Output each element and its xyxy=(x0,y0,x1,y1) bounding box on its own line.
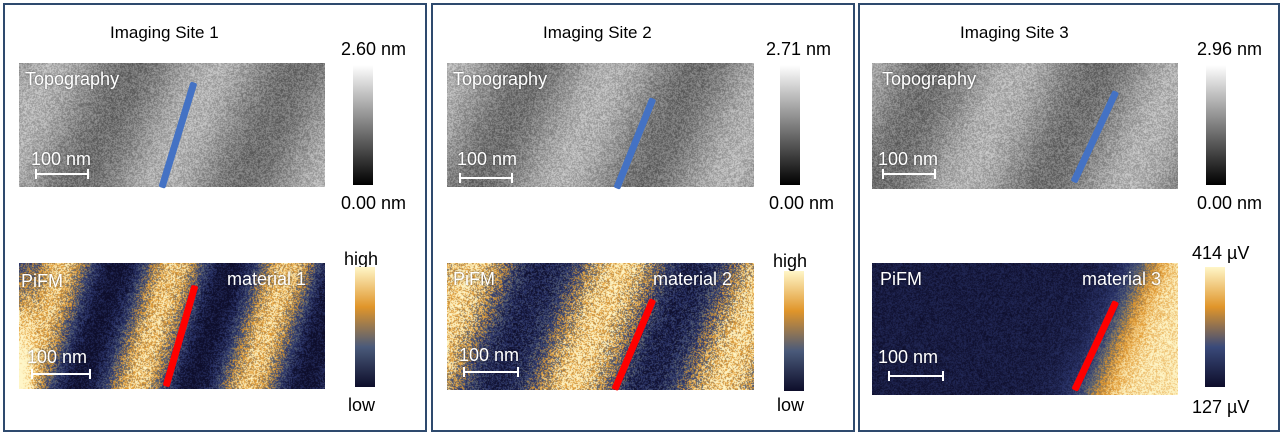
pifm-colorbar xyxy=(784,271,804,391)
topography-map xyxy=(872,63,1178,189)
pifm-colorbar-min: low xyxy=(777,395,805,415)
panel-title: Imaging Site 1 xyxy=(110,23,219,42)
topography-colorbar-max: 2.71 nm xyxy=(766,39,832,59)
topography-colorbar-max: 2.96 nm xyxy=(1197,39,1263,59)
pifm-scalebar xyxy=(463,367,519,377)
pifm-material-label: material 1 xyxy=(227,269,307,289)
pifm-scalebar-label: 100 nm xyxy=(459,345,520,365)
pifm-map xyxy=(872,263,1178,395)
topography-scalebar xyxy=(882,169,936,179)
pifm-colorbar xyxy=(1205,267,1225,387)
pifm-colorbar xyxy=(355,267,375,387)
panel-title: Imaging Site 3 xyxy=(960,23,1069,42)
pifm-label: PiFM xyxy=(21,271,63,291)
pifm-image: PiFM material 1 100 nm xyxy=(19,263,325,389)
topography-scalebar-label: 100 nm xyxy=(31,149,92,169)
pifm-colorbar-min: low xyxy=(348,395,376,415)
topography-colorbar-min: 0.00 nm xyxy=(341,193,407,213)
topography-image: Topography 100 nm xyxy=(19,63,325,189)
topography-colorbar xyxy=(780,65,800,185)
pifm-colorbar-max: high xyxy=(773,251,808,271)
topography-colorbar xyxy=(353,65,373,185)
pifm-colorbar-min: 127 µV xyxy=(1192,397,1250,417)
topography-colorbar xyxy=(1206,65,1226,185)
panel-title: Imaging Site 2 xyxy=(543,23,652,42)
topography-label: Topography xyxy=(25,69,120,89)
topography-scalebar xyxy=(35,169,89,179)
pifm-material-label: material 3 xyxy=(1082,269,1162,289)
topography-image: Topography 100 nm xyxy=(447,63,754,190)
pifm-colorbar-max: 414 µV xyxy=(1192,243,1250,263)
pifm-material-label: material 2 xyxy=(653,269,733,289)
topography-label: Topography xyxy=(882,69,977,89)
imaging-site-3-panel: Imaging Site 3 Topography 100 nm 2.96 nm… xyxy=(858,3,1280,432)
topography-map xyxy=(447,63,754,187)
pifm-label: PiFM xyxy=(880,269,922,289)
pifm-image: PiFM material 3 100 nm xyxy=(872,263,1178,395)
topography-scalebar-label: 100 nm xyxy=(457,149,518,169)
pifm-image: PiFM material 2 100 nm xyxy=(447,263,754,392)
pifm-colorbar-max: high xyxy=(344,249,379,269)
topography-colorbar-max: 2.60 nm xyxy=(341,39,407,59)
topography-scalebar-label: 100 nm xyxy=(878,149,939,169)
pifm-label: PiFM xyxy=(453,269,495,289)
pifm-scalebar xyxy=(31,369,91,379)
pifm-scalebar xyxy=(888,371,944,381)
pifm-scalebar-label: 100 nm xyxy=(878,347,939,367)
imaging-site-1-panel: Imaging Site 1 Topography 100 nm 2.60 nm… xyxy=(3,3,427,432)
topography-colorbar-min: 0.00 nm xyxy=(1197,193,1263,213)
topography-label: Topography xyxy=(453,69,548,89)
pifm-map xyxy=(447,263,754,390)
imaging-site-2-panel: Imaging Site 2 Topography 100 nm 2.71 nm… xyxy=(431,3,855,432)
topography-colorbar-min: 0.00 nm xyxy=(769,193,835,213)
topography-scalebar xyxy=(459,173,513,183)
topography-image: Topography 100 nm xyxy=(872,63,1178,189)
pifm-scalebar-label: 100 nm xyxy=(27,347,88,367)
